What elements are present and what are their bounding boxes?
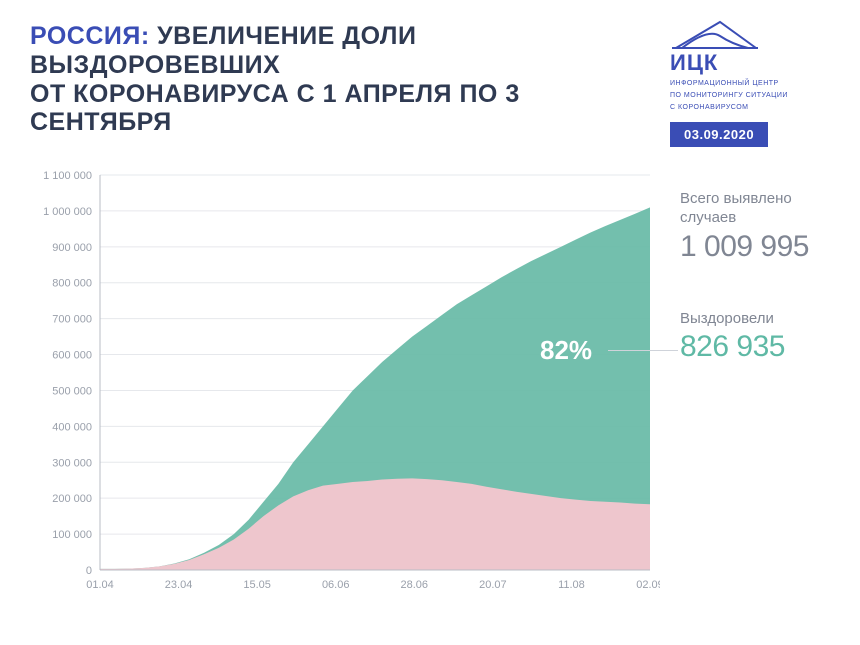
stat-total-value: 1 009 995 bbox=[680, 230, 845, 264]
stat-total-label: Всего выявлено случаев bbox=[680, 190, 845, 228]
svg-text:0: 0 bbox=[86, 565, 92, 577]
svg-text:28.06: 28.06 bbox=[401, 579, 429, 591]
stats-panel: Всего выявлено случаев 1 009 995 Выздоро… bbox=[680, 190, 845, 364]
logo-curve-icon bbox=[670, 18, 760, 52]
stat-recovered-value: 826 935 bbox=[680, 330, 845, 364]
stat-recovered-label: Выздоровели bbox=[680, 310, 845, 329]
svg-text:15.05: 15.05 bbox=[243, 579, 271, 591]
svg-text:600 000: 600 000 bbox=[52, 350, 92, 362]
svg-text:11.08: 11.08 bbox=[558, 579, 585, 591]
callout-line bbox=[608, 350, 678, 351]
svg-text:02.09: 02.09 bbox=[636, 579, 660, 591]
svg-text:23.04: 23.04 bbox=[165, 579, 193, 591]
title-block: РОССИЯ: УВЕЛИЧЕНИЕ ДОЛИ ВЫЗДОРОВЕВШИХ ОТ… bbox=[30, 18, 660, 147]
logo-sub-1: ИНФОРМАЦИОННЫЙ ЦЕНТР bbox=[670, 79, 830, 88]
svg-text:900 000: 900 000 bbox=[52, 242, 92, 254]
logo-block: ИЦК ИНФОРМАЦИОННЫЙ ЦЕНТР ПО МОНИТОРИНГУ … bbox=[660, 18, 830, 147]
svg-text:200 000: 200 000 bbox=[52, 493, 92, 505]
date-badge: 03.09.2020 bbox=[670, 122, 768, 147]
logo-sub-3: С КОРОНАВИРУСОМ bbox=[670, 103, 830, 112]
chart: 0 100 000 200 000 300 000 400 000 500 000 600 … bbox=[30, 165, 660, 600]
svg-text:1 000 000: 1 000 000 bbox=[43, 206, 92, 218]
title-line-2: ОТ КОРОНАВИРУСА С 1 АПРЕЛЯ ПО 3 СЕНТЯБРЯ bbox=[30, 80, 660, 138]
svg-text:400 000: 400 000 bbox=[52, 421, 92, 433]
svg-text:20.07: 20.07 bbox=[479, 579, 507, 591]
svg-text:1 100 000: 1 100 000 bbox=[43, 170, 92, 182]
svg-text:500 000: 500 000 bbox=[52, 385, 92, 397]
svg-text:100 000: 100 000 bbox=[52, 529, 92, 541]
svg-text:300 000: 300 000 bbox=[52, 457, 92, 469]
callout-percent: 82% bbox=[540, 335, 592, 366]
svg-text:01.04: 01.04 bbox=[86, 579, 114, 591]
title-country: РОССИЯ: bbox=[30, 22, 150, 50]
header: РОССИЯ: УВЕЛИЧЕНИЕ ДОЛИ ВЫЗДОРОВЕВШИХ ОТ… bbox=[0, 0, 860, 147]
svg-text:700 000: 700 000 bbox=[52, 314, 92, 326]
logo-abbr: ИЦК bbox=[670, 50, 830, 76]
svg-text:06.06: 06.06 bbox=[322, 579, 350, 591]
area-chart-svg: 0 100 000 200 000 300 000 400 000 500 000 600 … bbox=[30, 165, 660, 600]
svg-text:800 000: 800 000 bbox=[52, 278, 92, 290]
stat-recovered: Выздоровели 826 935 bbox=[680, 310, 845, 365]
title-line-1: РОССИЯ: УВЕЛИЧЕНИЕ ДОЛИ ВЫЗДОРОВЕВШИХ bbox=[30, 22, 660, 80]
logo-sub-2: ПО МОНИТОРИНГУ СИТУАЦИИ bbox=[670, 91, 830, 100]
stat-total: Всего выявлено случаев 1 009 995 bbox=[680, 190, 845, 264]
